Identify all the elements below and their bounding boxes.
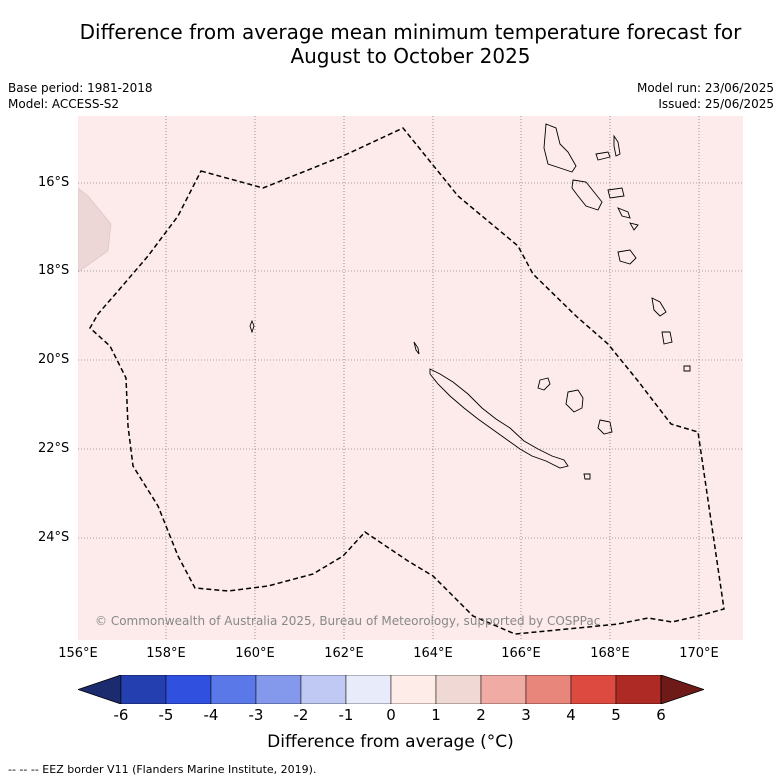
new-caledonia: [429, 368, 569, 469]
lat-label-16s: 16°S: [38, 175, 70, 190]
colorbar-segment-11: [570, 675, 617, 704]
title-line-1: Difference from average mean minimum tem…: [79, 20, 742, 44]
colorbar-segment-4: [255, 675, 302, 704]
colorbar-segment-6: [345, 675, 392, 704]
lon-label-170e: 170°E: [679, 646, 719, 661]
copyright-notice: © Commonwealth of Australia 2025, Bureau…: [95, 614, 601, 628]
colorbar-tick: -1: [338, 706, 354, 724]
colorbar-tick: 6: [656, 706, 666, 724]
colorbar-segment-12: [615, 675, 662, 704]
pentecost-ambrym: [607, 187, 625, 199]
lon-label-166e: 166°E: [501, 646, 541, 661]
colorbar-segment-8: [435, 675, 482, 704]
colorbar: [78, 675, 704, 704]
colorbar-tick: 3: [521, 706, 531, 724]
map-background: [78, 116, 743, 640]
colorbar-segment-7: [390, 675, 437, 704]
chesterfield-islet: [249, 319, 255, 334]
colorbar-segment-3: [210, 675, 257, 704]
colorbar-tick: -5: [158, 706, 174, 724]
colorbar-segment-2: [165, 675, 212, 704]
lon-label-158e: 158°E: [146, 646, 186, 661]
lon-label-156e: 156°E: [58, 646, 98, 661]
loyalty-lifou: [565, 389, 584, 413]
belep-islands: [413, 341, 420, 355]
eez-border: [89, 127, 725, 635]
colorbar-segment-1: [120, 675, 167, 704]
colorbar-tick: -2: [293, 706, 309, 724]
colorbar-tick: -6: [113, 706, 129, 724]
loyalty-mare: [597, 419, 613, 435]
loyalty-ouvea: [537, 377, 551, 391]
model-name: Model: ACCESS-S2: [8, 97, 120, 111]
title-line-2: August to October 2025: [290, 44, 531, 68]
lat-label-24s: 24°S: [38, 530, 70, 545]
efate: [629, 222, 639, 231]
base-period: Base period: 1981-2018: [8, 81, 153, 95]
espiritu-santo: [543, 123, 577, 173]
ambae: [595, 151, 611, 161]
aneityum: [661, 331, 673, 345]
lon-label-168e: 168°E: [590, 646, 630, 661]
maewo: [613, 134, 621, 157]
colorbar-segment-9: [480, 675, 527, 704]
lat-label-18s: 18°S: [38, 263, 70, 278]
colorbar-tick: 2: [476, 706, 486, 724]
colorbar-tick: 0: [386, 706, 396, 724]
tanna: [651, 297, 667, 317]
colorbar-tick: -3: [248, 706, 264, 724]
chart-title: Difference from average mean minimum tem…: [0, 20, 781, 68]
matthew-hunter: [683, 365, 691, 372]
colorbar-segment-10: [525, 675, 572, 704]
colorbar-tick: 5: [611, 706, 621, 724]
erromango: [617, 249, 637, 265]
colorbar-segment-5: [300, 675, 347, 704]
colorbar-label: Difference from average (°C): [267, 732, 514, 752]
meta-right: Model run: 23/06/2025 Issued: 25/06/2025: [637, 80, 774, 112]
colorbar-tick: -4: [203, 706, 219, 724]
colorbar-segment-over: [660, 675, 704, 704]
lon-label-160e: 160°E: [235, 646, 275, 661]
lon-label-164e: 164°E: [413, 646, 453, 661]
warmer-patch: [78, 187, 112, 273]
colorbar-tick: 1: [431, 706, 441, 724]
lat-label-20s: 20°S: [38, 352, 70, 367]
issued-date: Issued: 25/06/2025: [658, 97, 774, 111]
epi-shepherd: [617, 207, 631, 219]
malakula: [571, 179, 603, 211]
meta-left: Base period: 1981-2018 Model: ACCESS-S2: [8, 80, 153, 112]
model-run: Model run: 23/06/2025: [636, 81, 774, 95]
map: [78, 116, 743, 640]
lon-label-162e: 162°E: [324, 646, 364, 661]
colorbar-segment-under: [78, 675, 122, 704]
isle-of-pines: [583, 473, 591, 480]
lat-label-22s: 22°S: [38, 441, 70, 456]
colorbar-tick: 4: [566, 706, 576, 724]
eez-legend-note: -- -- -- EEZ border V11 (Flanders Marine…: [8, 763, 317, 776]
